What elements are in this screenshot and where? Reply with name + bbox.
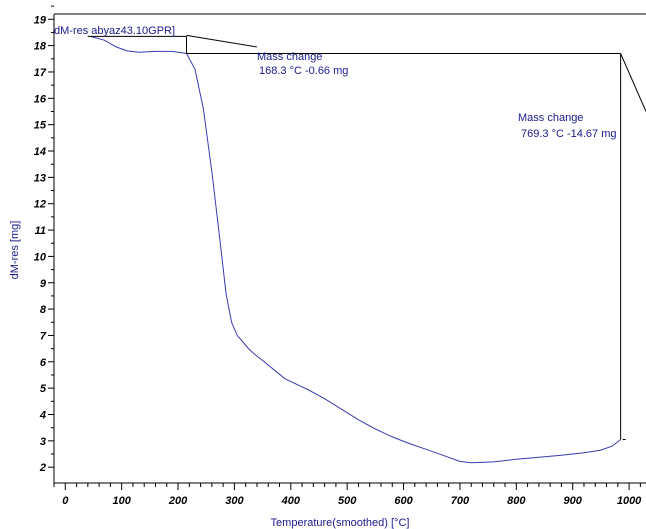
y-tick-label: 11 xyxy=(35,225,46,237)
x-tick-label: 500 xyxy=(338,495,357,507)
series-name-label: dM-res abyaz43.10GPR] xyxy=(54,25,175,37)
y-tick-label: 15 xyxy=(34,120,47,132)
series-layer xyxy=(90,35,621,464)
y-tick-label: 2 xyxy=(39,462,46,474)
annotation-2-leader xyxy=(620,53,646,112)
y-tick-label: 8 xyxy=(40,304,47,316)
y-tick-label: 3 xyxy=(40,436,46,448)
y-tick-label: 18 xyxy=(34,41,47,53)
plot-frame xyxy=(53,13,646,484)
x-tick-label: 200 xyxy=(168,495,188,507)
y-tick-label: 16 xyxy=(34,93,47,105)
series-line xyxy=(90,35,621,464)
x-tick-label: 800 xyxy=(507,495,526,507)
y-tick-label: 17 xyxy=(34,67,47,79)
y-axis-title: dM-res [mg] xyxy=(9,221,21,280)
y-tick-label: 7 xyxy=(40,330,47,342)
y-tick-label: 6 xyxy=(40,357,47,369)
x-tick-label: 600 xyxy=(394,495,413,507)
annotation-2-title: Mass change xyxy=(518,112,583,124)
y-tick-label: 10 xyxy=(34,251,47,263)
y-tick-label: 5 xyxy=(40,383,47,395)
annotation-layer xyxy=(87,34,646,441)
x-axis-title: Temperature(smoothed) [°C] xyxy=(271,517,410,529)
y-tick-label: 14 xyxy=(34,146,46,158)
x-tick-label: 1000 xyxy=(617,495,642,507)
y-tick-label: 9 xyxy=(40,278,47,290)
x-axis-ticks: 0 100 200 300 400 500 600 700 800 900 1000 xyxy=(53,483,642,507)
annotation-1-value: 168.3 °C -0.66 mg xyxy=(259,65,348,77)
x-tick-label: 400 xyxy=(281,495,301,507)
y-tick-label: 13 xyxy=(34,172,46,184)
x-tick-label: 0 xyxy=(62,495,69,507)
y-tick-label: 19 xyxy=(34,14,47,26)
x-tick-label: 900 xyxy=(564,495,583,507)
y-tick-label: 12 xyxy=(34,199,46,211)
y-axis-ticks: 2 3 4 5 6 7 8 9 10 11 12 13 14 15 16 17 18 19 xyxy=(34,5,54,474)
annotation-1-title: Mass change xyxy=(257,51,322,63)
annotation-2-value: 769.3 °C -14.67 mg xyxy=(521,128,617,140)
annotation-1-leader xyxy=(186,34,258,48)
y-tick-label: 4 xyxy=(39,409,46,421)
x-tick-label: 100 xyxy=(112,495,131,507)
x-tick-label: 300 xyxy=(225,495,244,507)
x-tick-label: 700 xyxy=(451,495,470,507)
